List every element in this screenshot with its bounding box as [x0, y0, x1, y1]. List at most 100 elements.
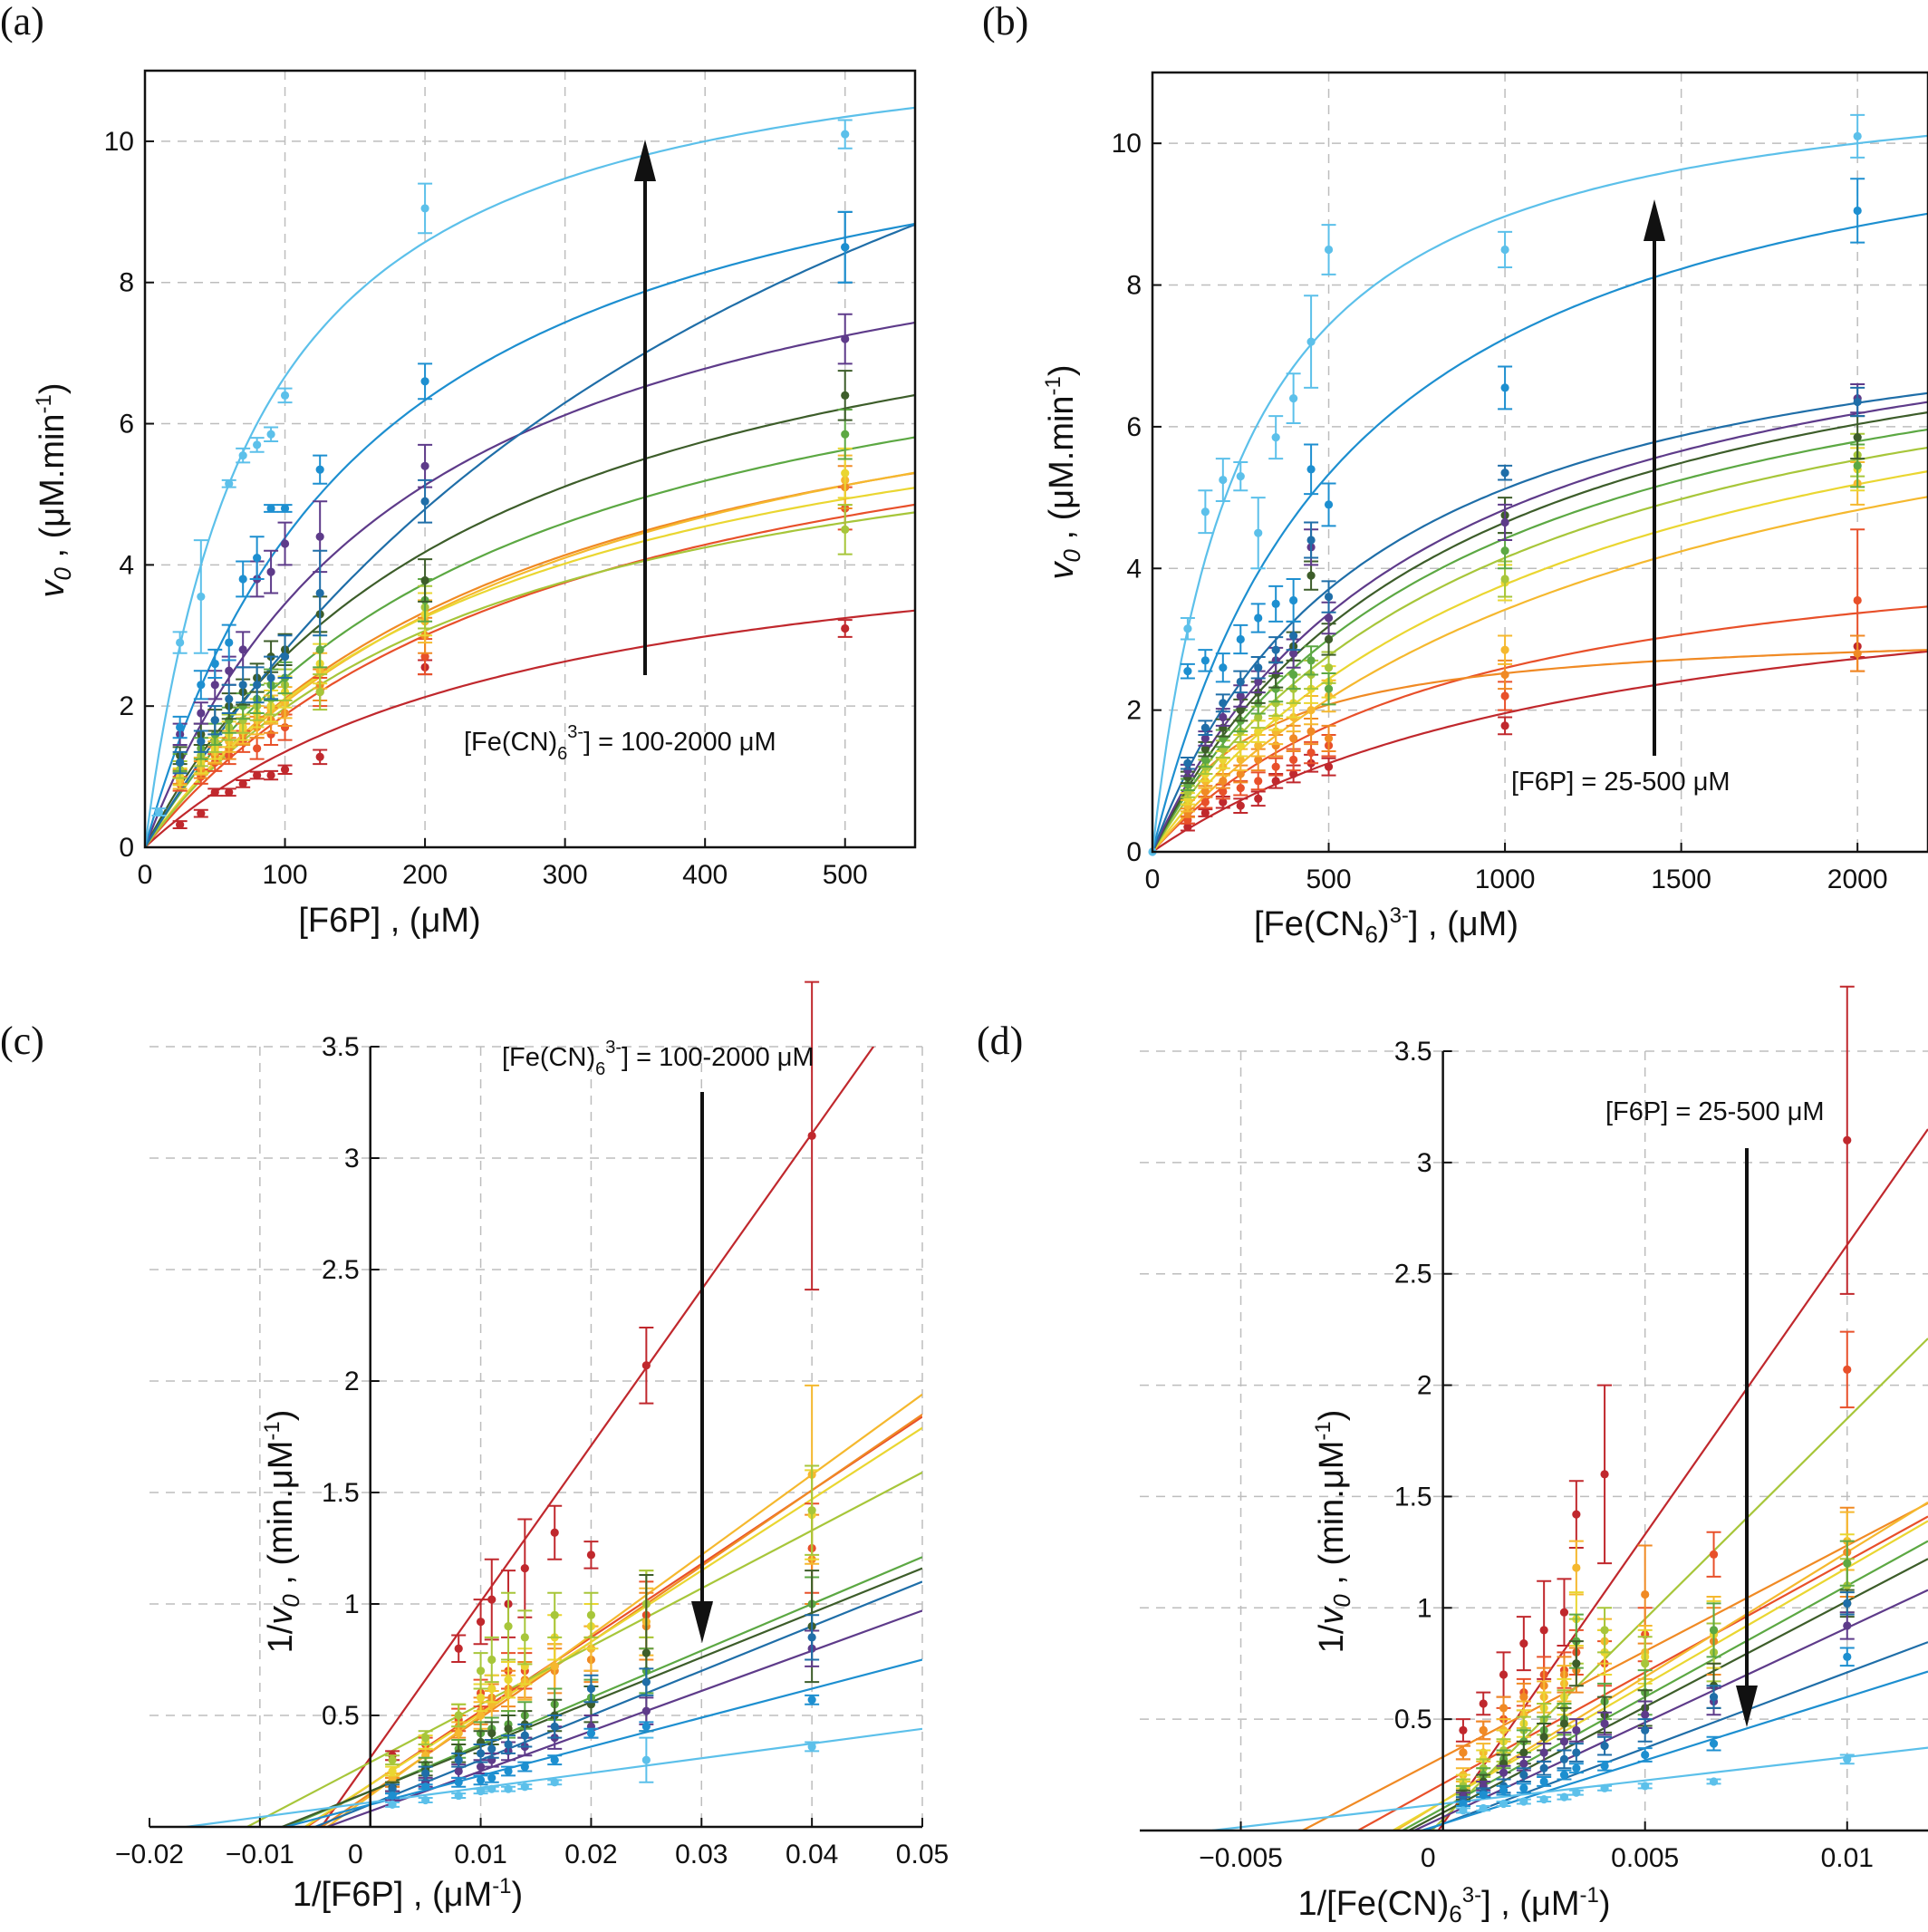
panel-a-x-tick-label-0: 0 — [138, 860, 153, 890]
panel-c-point-0-1 — [454, 1644, 463, 1653]
panel-b-point-11-11 — [1853, 131, 1862, 140]
panel-c-y-tick-label-2: 1.5 — [322, 1478, 360, 1508]
panel-b-axes-frame — [1151, 71, 1928, 854]
panel-a-data-points — [151, 119, 853, 829]
panel-a-x-tick-label-2: 200 — [402, 860, 448, 890]
panel-d-point-8-10 — [1843, 1621, 1852, 1630]
panel-a-point-9-7 — [280, 652, 290, 662]
panel-c-x-ticks: −0.02 −0.01 0.01 0.02 0.03 0.04 0.05 0 — [115, 1818, 949, 1869]
panel-a-letter: (a) — [0, 0, 44, 43]
panel-d-point-0-3 — [1519, 1639, 1528, 1648]
panel-b-point-7-3 — [1236, 706, 1245, 715]
panel-b-point-11-6 — [1271, 433, 1280, 442]
panel-d-point-9-6 — [1572, 1748, 1581, 1757]
panel-d-point-8-3 — [1519, 1759, 1528, 1768]
panel-a-point-1-9 — [420, 652, 429, 662]
panel-a-fit-line-9 — [145, 223, 915, 847]
panel-b-fit-line-9 — [1152, 391, 1928, 852]
panel-c-point-0-3 — [487, 1595, 496, 1604]
panel-d-point-11-9 — [1709, 1777, 1719, 1786]
panel-d-point-11-0 — [1459, 1806, 1468, 1815]
panel-c-point-5-6 — [520, 1633, 529, 1642]
panel-a-point-9-0 — [176, 758, 185, 768]
panel-c-point-10-10 — [807, 1695, 816, 1705]
panel-b-point-1-10 — [1853, 595, 1862, 605]
panel-a-point-6-8 — [315, 645, 324, 654]
panel-b-point-0-1 — [1200, 808, 1210, 817]
panel-c-point-7-4 — [487, 1729, 496, 1738]
panel-a-point-10-5 — [253, 553, 262, 563]
panel-d-x-axis-title: 1/[Fe(CN)63-] , (μM-1) — [1297, 1883, 1610, 1927]
panel-c-fit-line-5 — [246, 1471, 922, 1827]
panel-a-point-8-9 — [420, 461, 429, 470]
panel-a-point-10-4 — [238, 575, 247, 584]
panel-d-point-8-6 — [1572, 1725, 1581, 1735]
panel-c-point-7-9 — [641, 1648, 651, 1657]
panel-b-point-11-9 — [1324, 245, 1334, 255]
panel-c-point-5-3 — [476, 1666, 486, 1676]
panel-d-x-tick-label-3: 0.01 — [1821, 1843, 1874, 1873]
panel-a-point-10-2 — [210, 659, 219, 669]
panel-c-point-5-7 — [550, 1610, 559, 1619]
panel-a-point-9-8 — [315, 588, 324, 598]
panel-c-x-axis-title: 1/[F6P] , (μM-1) — [293, 1874, 523, 1914]
panel-d-fit-line-5 — [1431, 1338, 1928, 1831]
panel-c-x-tick-label-3: 0.01 — [454, 1840, 506, 1869]
panel-a-point-9-2 — [210, 716, 219, 725]
panel-c-point-11-2 — [454, 1791, 463, 1801]
panel-d-point-9-9 — [1709, 1692, 1719, 1702]
panel-c-point-11-5 — [504, 1784, 513, 1793]
panel-b-point-0-0 — [1183, 823, 1192, 832]
panel-b-point-9-9 — [1500, 469, 1509, 478]
panel-b-x-tick-label-1: 500 — [1306, 865, 1352, 894]
panel-b-fit-line-10 — [1152, 212, 1928, 852]
panel-d-point-0-6 — [1572, 1510, 1581, 1519]
panel-c-fit-line-3 — [326, 1393, 922, 1827]
panel-b-point-11-5 — [1254, 528, 1263, 537]
panel-c-data-points — [385, 980, 820, 1809]
panel-c-point-10-3 — [476, 1775, 486, 1784]
panel-b-x-ticks: 0 500 1000 1500 2000 — [1145, 843, 1888, 894]
panel-b-point-2-2 — [1219, 777, 1228, 786]
panel-a-point-6-10 — [841, 430, 850, 439]
panel-a-point-8-4 — [238, 645, 247, 654]
panel-c-y-tick-label-1: 1 — [344, 1589, 360, 1619]
panel-b-point-9-2 — [1219, 699, 1228, 708]
panel-a-y-tick-label-2: 4 — [119, 550, 134, 580]
panel-b-fit-line-1 — [1152, 605, 1928, 852]
panel-a-point-11-7 — [280, 391, 290, 400]
panel-a-point-5-10 — [841, 525, 850, 535]
panel-b-point-2-8 — [1324, 734, 1334, 743]
panel-b-point-0-5 — [1271, 777, 1280, 786]
panel-b-fit-line-4 — [1152, 470, 1928, 852]
panel-b-point-10-7 — [1306, 465, 1316, 474]
panel-c-fit-line-8 — [326, 1609, 922, 1827]
panel-c-point-3-7 — [550, 1662, 559, 1671]
panel-d-point-7-4 — [1539, 1733, 1548, 1742]
panel-d-point-9-7 — [1600, 1742, 1609, 1751]
panel-b-point-1-9 — [1500, 691, 1509, 700]
panel-c-y-ticks: 0.5 1 1.5 2 2.5 3 3.5 — [322, 1032, 380, 1731]
panel-a-point-11-2 — [197, 592, 206, 602]
panel-c-point-5-4 — [487, 1655, 496, 1665]
panel-d-point-0-4 — [1539, 1626, 1548, 1635]
panel-c-y-axis-title: 1/v0 , (min.μM-1) — [260, 1410, 304, 1654]
panel-a-point-7-10 — [841, 391, 850, 400]
panel-d-point-0-5 — [1559, 1608, 1569, 1617]
panel-d-point-1-9 — [1709, 1550, 1719, 1559]
panel-a-point-9-1 — [197, 737, 206, 746]
panel-c-point-5-8 — [586, 1610, 596, 1619]
panel-a-point-1-5 — [253, 744, 262, 753]
panel-d-point-7-6 — [1572, 1659, 1581, 1668]
panel-b-point-9-10 — [1853, 397, 1862, 407]
panel-d-point-9-5 — [1559, 1754, 1569, 1763]
panel-b-x-tick-label-0: 0 — [1145, 865, 1161, 894]
panel-b-point-4-3 — [1236, 741, 1245, 750]
panel-d-axes — [1140, 1051, 1928, 1832]
panel-d-point-2-8 — [1641, 1589, 1650, 1599]
panel-a-x-axis-title: [F6P] , (μM) — [298, 902, 480, 940]
panel-c-point-5-5 — [504, 1622, 513, 1631]
panel-c-point-9-2 — [454, 1755, 463, 1764]
panel-a: (a) [Fe(CN)63-] = 100-2000 μM 0 100 200 300… — [0, 0, 917, 940]
